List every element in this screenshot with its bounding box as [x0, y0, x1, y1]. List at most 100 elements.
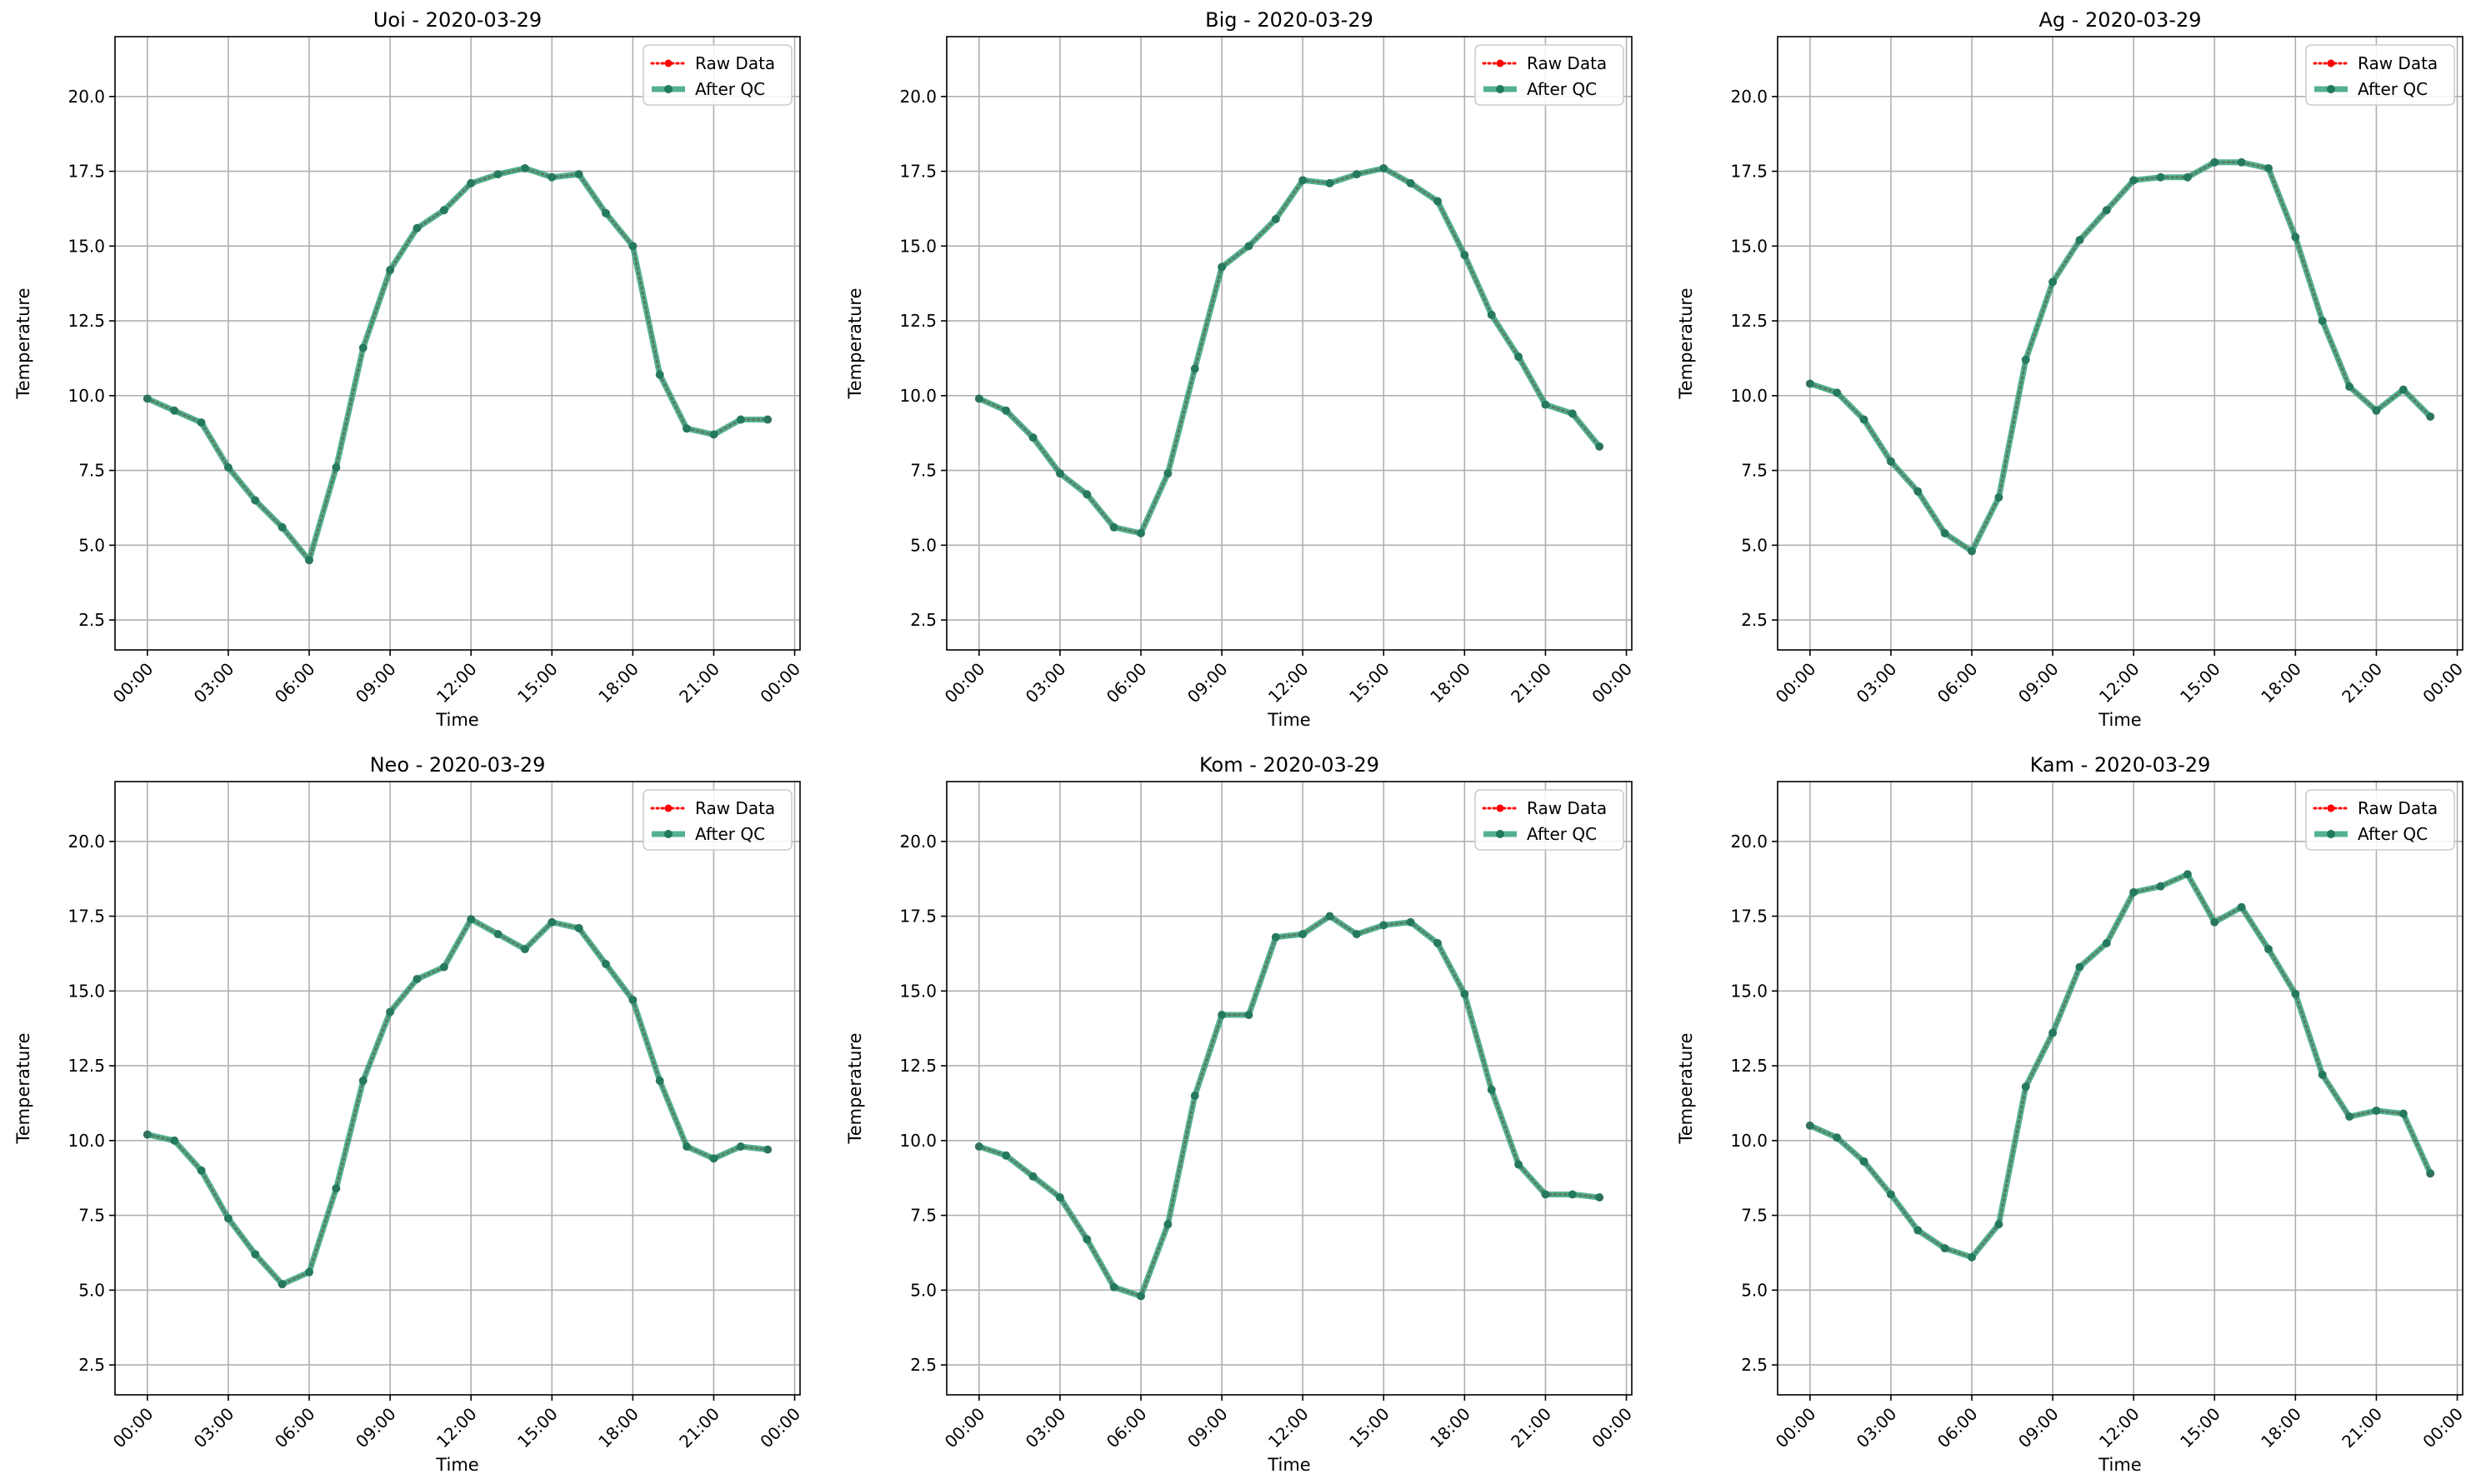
subplot-3: 00:00 03:00 06:00 09:00 12:00 15:00 18:00 21:00…	[1676, 8, 2467, 730]
x-tick-label: 12:00	[1264, 1404, 1313, 1452]
legend-qc-label: After QC	[2358, 79, 2428, 99]
y-tick-label: 7.5	[1741, 1206, 1768, 1226]
y-tick-label: 20.0	[899, 87, 937, 107]
after-qc-point	[1859, 415, 1868, 424]
legend-qc-label: After QC	[1527, 79, 1597, 99]
x-tick-label: 00:00	[2418, 659, 2467, 707]
after-qc-point	[548, 917, 557, 927]
y-tick-label: 15.0	[899, 981, 937, 1001]
x-tick-label: 09:00	[352, 659, 400, 707]
legend: Raw Data After QC	[643, 789, 793, 851]
after-qc-point	[1163, 469, 1173, 478]
subplot-title: Kom - 2020-03-29	[1199, 753, 1379, 777]
x-tick-label: 21:00	[675, 1404, 723, 1452]
subplot-1: 00:00 03:00 06:00 09:00 12:00 15:00 18:00 21:00…	[13, 8, 804, 730]
y-tick-label: 2.5	[1741, 1355, 1768, 1375]
legend-raw-marker	[2327, 59, 2335, 67]
y-tick-label: 15.0	[1730, 981, 1768, 1001]
x-tick-label: 00:00	[1772, 659, 1820, 707]
legend-qc-marker	[2327, 830, 2335, 838]
after-qc-point	[413, 974, 422, 983]
after-qc-point	[332, 462, 341, 472]
x-tick-label: 09:00	[1183, 1404, 1232, 1452]
y-tick-label: 15.0	[899, 236, 937, 256]
raw-data-line	[146, 917, 769, 1286]
axes-frame	[946, 36, 1633, 651]
after-qc-point	[655, 370, 664, 379]
x-tick-label: 00:00	[1588, 659, 1636, 707]
x-tick-label: 06:00	[1933, 659, 1982, 707]
after-qc-point	[1994, 492, 2003, 502]
after-qc-point	[2183, 870, 2192, 879]
subplot-6: 00:00 03:00 06:00 09:00 12:00 15:00 18:00 21:00…	[1676, 753, 2467, 1475]
y-tick-label: 12.5	[1730, 1056, 1768, 1076]
x-tick-label: 21:00	[1507, 659, 1555, 707]
after-qc-point	[2129, 887, 2138, 897]
after-qc-point	[170, 406, 179, 415]
after-qc-point	[2345, 1112, 2354, 1122]
after-qc-point	[1379, 921, 1388, 930]
after-qc-point	[1833, 388, 1842, 397]
after-qc-point	[974, 1142, 983, 1152]
after-qc-line	[978, 165, 1602, 537]
after-qc-point	[1568, 409, 1577, 418]
x-tick-label: 00:00	[1588, 1404, 1636, 1452]
after-qc-point	[493, 170, 503, 179]
after-qc-point	[278, 1280, 287, 1289]
y-axis-label: Temperature	[845, 287, 865, 399]
after-qc-point	[2102, 938, 2111, 947]
after-qc-point	[2210, 157, 2219, 167]
y-tick-label: 20.0	[68, 87, 105, 107]
axes-frame	[1777, 781, 2463, 1396]
after-qc-line	[978, 913, 1600, 1300]
raw-data-line	[146, 167, 769, 563]
after-qc-point	[2318, 317, 2327, 326]
after-qc-point	[1541, 1190, 1550, 1199]
y-tick-label: 10.0	[1730, 1131, 1768, 1151]
x-tick-label: 00:00	[756, 1404, 804, 1452]
after-qc-point	[1163, 1220, 1173, 1229]
after-qc-point	[1083, 490, 1092, 499]
after-qc-point	[251, 496, 260, 505]
after-qc-point	[2263, 945, 2273, 954]
x-tick-label: 00:00	[109, 659, 158, 707]
after-qc-point	[2129, 176, 2138, 185]
x-tick-label: 15:00	[1345, 659, 1393, 707]
after-qc-point	[1002, 1151, 1011, 1160]
after-qc-point	[1244, 242, 1253, 251]
after-qc-point	[1271, 215, 1280, 224]
legend-raw-marker	[1496, 59, 1504, 67]
after-qc-point	[601, 208, 610, 217]
after-qc-point	[1541, 400, 1550, 409]
after-qc-point	[251, 1250, 260, 1259]
x-tick-label: 09:00	[1183, 659, 1232, 707]
x-tick-label: 09:00	[2014, 659, 2063, 707]
after-qc-point	[1137, 1292, 1146, 1301]
x-tick-label: 03:00	[1853, 1404, 1901, 1452]
x-tick-label: 03:00	[190, 1404, 238, 1452]
after-qc-point	[2291, 232, 2300, 242]
after-qc-point	[305, 556, 314, 565]
y-tick-label: 10.0	[899, 1131, 937, 1151]
after-qc-point	[2183, 172, 2192, 182]
after-qc-point	[655, 1077, 664, 1086]
after-qc-point	[1514, 1160, 1523, 1169]
y-tick-label: 2.5	[910, 1355, 937, 1375]
after-qc-point	[2237, 157, 2246, 167]
x-tick-label: 06:00	[1103, 1404, 1151, 1452]
after-qc-point	[2048, 1028, 2058, 1037]
after-qc-point	[628, 996, 638, 1005]
after-qc-point	[1109, 522, 1118, 532]
after-qc-point	[2156, 882, 2165, 891]
after-qc-point	[1190, 364, 1199, 373]
after-qc-point	[1968, 1252, 1977, 1262]
after-qc-point	[1913, 1226, 1923, 1235]
y-tick-label: 2.5	[910, 610, 937, 630]
x-tick-label: 18:00	[594, 1404, 643, 1452]
legend: Raw Data After QC	[2305, 789, 2455, 851]
after-qc-point	[197, 418, 206, 427]
subplot-title: Ag - 2020-03-29	[2038, 8, 2201, 32]
x-tick-label: 21:00	[675, 659, 723, 707]
x-tick-label: 06:00	[271, 1404, 319, 1452]
